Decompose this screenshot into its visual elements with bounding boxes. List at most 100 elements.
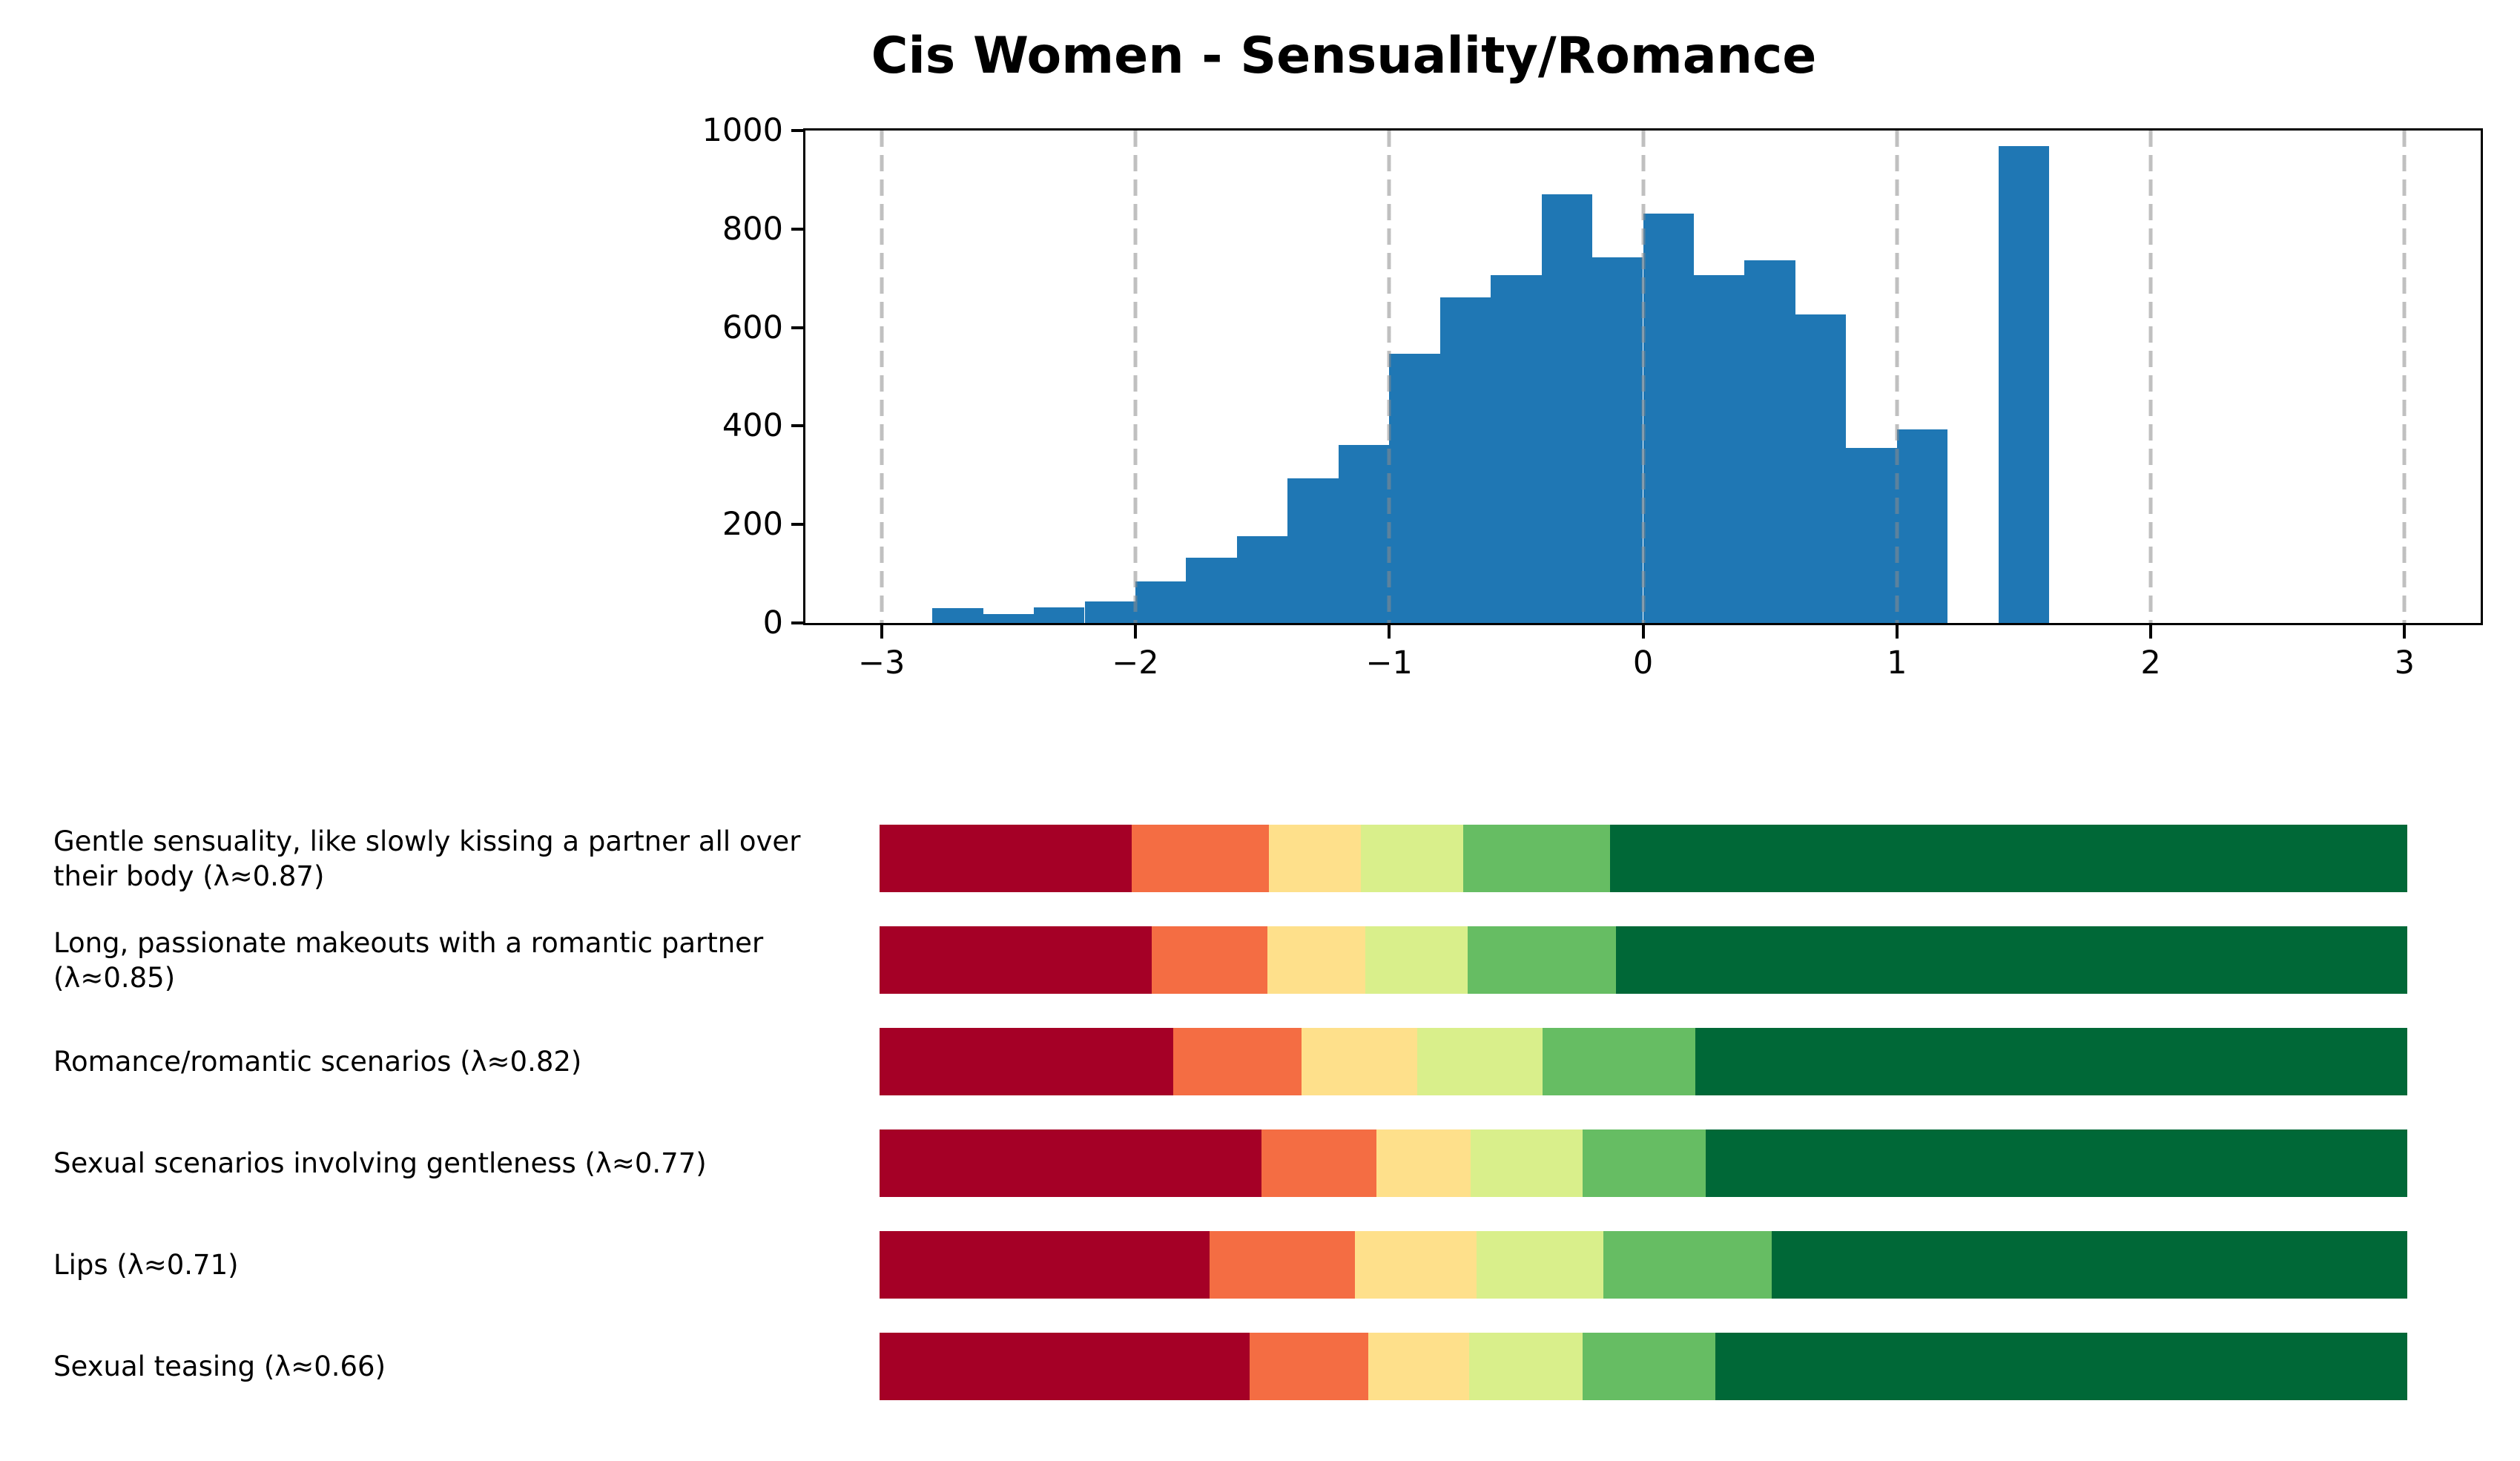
likert-segment-light-yellow-green (1417, 1028, 1543, 1095)
y-tick-mark (791, 326, 805, 329)
likert-segment-yellow (1301, 1028, 1418, 1095)
x-gridline (1133, 131, 1138, 623)
likert-segment-light-yellow-green (1471, 1129, 1583, 1197)
x-tick-mark (2149, 625, 2153, 639)
likert-segment-medium-green (1543, 1028, 1695, 1095)
likert-segment-dark-red (880, 825, 1132, 892)
x-tick-mark (1895, 625, 1899, 639)
likert-segment-dark-red (880, 1129, 1261, 1197)
x-gridline (1387, 131, 1391, 623)
x-tick-label: 3 (2394, 644, 2415, 682)
likert-bar (880, 825, 2407, 892)
likert-segment-yellow (1267, 926, 1366, 994)
y-tick-mark (791, 523, 805, 527)
chart-title: Cis Women - Sensuality/Romance (871, 27, 1817, 85)
likert-segment-orange (1172, 1028, 1302, 1095)
likert-segment-dark-green (1695, 1028, 2407, 1095)
y-tick-label: 400 (722, 407, 783, 445)
x-gridline (1895, 131, 1899, 623)
likert-segment-dark-red (880, 1028, 1173, 1095)
histogram-bar (1592, 257, 1643, 623)
x-tick-mark (1388, 625, 1391, 639)
histogram-bar (1236, 536, 1288, 623)
likert-segment-light-yellow-green (1365, 926, 1468, 994)
y-tick-label: 1000 (702, 112, 783, 149)
x-tick-label: 2 (2140, 644, 2161, 682)
x-tick-mark (1133, 625, 1137, 639)
likert-segment-light-yellow-green (1477, 1231, 1604, 1299)
histogram-bar (1034, 607, 1085, 623)
x-gridline (2148, 131, 2153, 623)
likert-segment-medium-green (1582, 1333, 1715, 1400)
likert-segment-yellow (1368, 1333, 1470, 1400)
histogram-bar (1744, 260, 1795, 623)
likert-segment-dark-green (1715, 1333, 2407, 1400)
likert-segment-light-yellow-green (1360, 825, 1463, 892)
x-tick-mark (1641, 625, 1645, 639)
likert-segment-dark-green (1772, 1231, 2407, 1299)
y-tick-label: 0 (762, 604, 783, 642)
likert-segment-dark-red (880, 1231, 1210, 1299)
histogram-bar (1643, 214, 1694, 623)
y-tick-mark (791, 424, 805, 428)
y-tick-mark (791, 227, 805, 231)
histogram-bar (1338, 444, 1390, 623)
x-tick-label: −2 (1112, 644, 1159, 682)
likert-row-label: Long, passionate makeouts with a romanti… (53, 926, 764, 994)
likert-segment-dark-green (1706, 1129, 2407, 1197)
likert-bar (880, 1028, 2407, 1095)
likert-row-label: Gentle sensuality, like slowly kissing a… (53, 825, 801, 892)
histogram-plot-area (805, 131, 2481, 623)
histogram-bar (1693, 274, 1745, 623)
histogram-bar (1135, 581, 1187, 623)
histogram-bar (1846, 447, 1897, 623)
x-gridline (2402, 131, 2407, 623)
likert-row-label: Lips (λ≈0.71) (53, 1249, 239, 1281)
x-tick-label: 0 (1632, 644, 1654, 682)
x-tick-mark (880, 625, 883, 639)
x-tick-mark (2403, 625, 2407, 639)
likert-segment-medium-green (1468, 926, 1616, 994)
histogram-bar (1998, 145, 2050, 623)
histogram-bar (1491, 275, 1542, 623)
y-tick-label: 600 (722, 309, 783, 346)
y-tick-label: 200 (722, 506, 783, 544)
histogram-bar (983, 614, 1035, 623)
histogram-bar (1896, 429, 1948, 623)
histogram-bar (1439, 297, 1491, 623)
likert-bar (880, 1333, 2407, 1400)
likert-segment-light-yellow-green (1469, 1333, 1583, 1400)
likert-segment-dark-red (880, 926, 1152, 994)
likert-bar (880, 1129, 2407, 1197)
likert-row-label: Romance/romantic scenarios (λ≈0.82) (53, 1046, 582, 1078)
likert-segment-yellow (1354, 1231, 1477, 1299)
histogram-bar (1389, 354, 1440, 623)
likert-row-label: Sexual scenarios involving gentleness (λ… (53, 1147, 707, 1179)
likert-segment-medium-green (1462, 825, 1610, 892)
x-tick-label: 1 (1887, 644, 1907, 682)
likert-segment-orange (1261, 1129, 1376, 1197)
x-gridline (880, 131, 884, 623)
y-tick-label: 800 (722, 210, 783, 248)
likert-segment-medium-green (1582, 1129, 1706, 1197)
likert-segment-yellow (1269, 825, 1361, 892)
likert-segment-dark-red (880, 1333, 1250, 1400)
x-gridline (1641, 131, 1645, 623)
likert-row-label: Sexual teasing (λ≈0.66) (53, 1350, 386, 1382)
likert-segment-orange (1131, 825, 1270, 892)
y-tick-mark (791, 621, 805, 624)
histogram-plot (803, 128, 2483, 625)
likert-segment-yellow (1376, 1129, 1471, 1197)
x-tick-label: −1 (1365, 644, 1413, 682)
histogram-bar (1795, 314, 1847, 623)
x-tick-label: −3 (857, 644, 906, 682)
histogram-bar (1186, 558, 1237, 623)
likert-segment-dark-green (1615, 926, 2407, 994)
likert-segment-dark-green (1609, 825, 2407, 892)
likert-bar (880, 1231, 2407, 1299)
histogram-bar (932, 608, 983, 623)
likert-segment-medium-green (1603, 1231, 1772, 1299)
histogram-bar (1287, 478, 1339, 623)
histogram-bar (1084, 601, 1135, 623)
